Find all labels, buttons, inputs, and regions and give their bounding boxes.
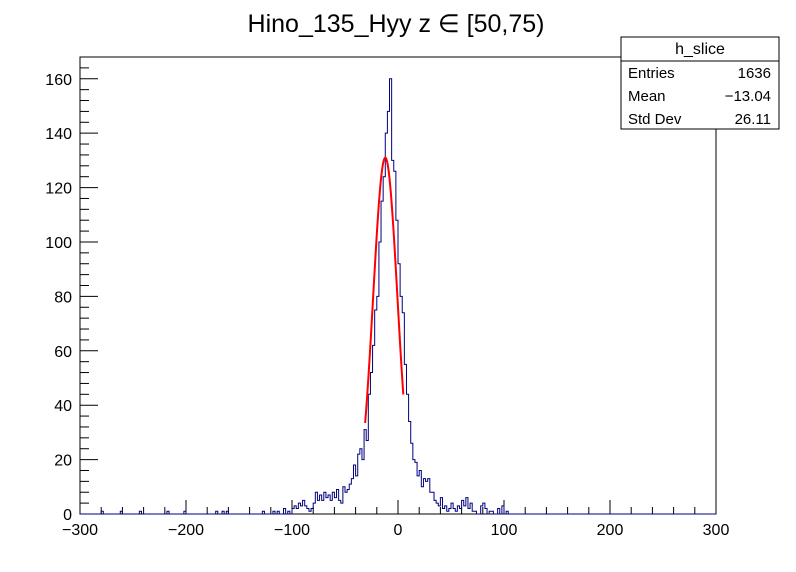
stats-box: h_slice Entries 1636 Mean −13.04 Std Dev…	[620, 36, 780, 130]
stats-entries-value: 1636	[738, 65, 771, 82]
histogram-layer	[80, 78, 716, 515]
x-axis: −300 −200 −100 0 100 200 300	[62, 500, 729, 539]
stats-stddev-label: Std Dev	[628, 111, 682, 128]
y-axis: 0 20 40 60 80 100 120 140 160	[45, 56, 98, 524]
x-tick-label: −200	[168, 522, 204, 539]
histogram-series	[80, 78, 716, 515]
x-tick-label: 0	[394, 522, 403, 539]
y-tick-label: 60	[54, 344, 72, 361]
y-tick-label: 0	[63, 507, 72, 524]
y-tick-label: 40	[54, 398, 72, 415]
y-tick-label: 140	[45, 126, 72, 143]
chart-title: Hino_135_Hyy z ∈ [50,75)	[248, 10, 545, 38]
y-tick-label: 80	[54, 289, 72, 306]
stats-mean-label: Mean	[628, 88, 666, 105]
y-tick-label: 100	[45, 235, 72, 252]
x-tick-label: −300	[62, 522, 98, 539]
x-tick-label: −100	[274, 522, 310, 539]
stats-stddev-value: 26.11	[735, 111, 771, 128]
y-tick-label: 120	[45, 181, 72, 198]
x-tick-label: 300	[703, 522, 730, 539]
stats-entries-label: Entries	[628, 65, 675, 82]
stats-mean-value: −13.04	[725, 88, 771, 105]
y-tick-label: 160	[45, 72, 72, 89]
gaussian-fit-curve	[364, 156, 405, 424]
x-tick-label: 200	[597, 522, 624, 539]
y-tick-label: 20	[54, 453, 72, 470]
x-tick-label: 100	[491, 522, 518, 539]
stats-title: h_slice	[675, 41, 725, 58]
fit-layer	[364, 156, 405, 424]
